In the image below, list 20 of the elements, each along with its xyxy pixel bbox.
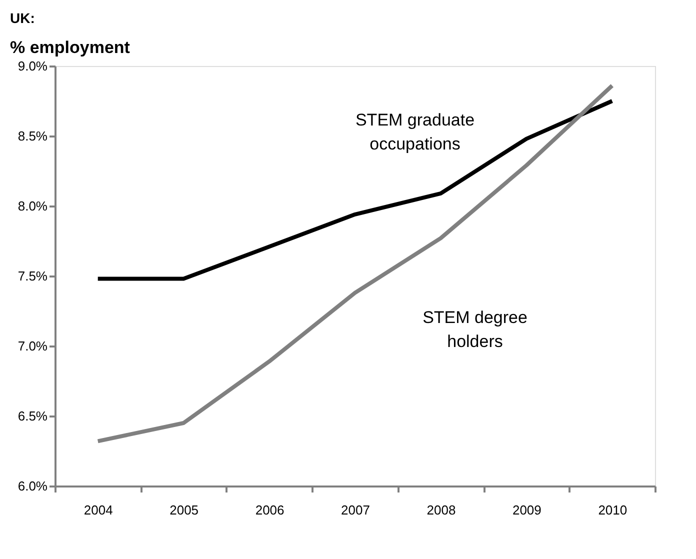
- text: STEM degree holders: [422, 308, 528, 351]
- x-tick-label: 2004: [84, 502, 113, 518]
- y-tick-label: 8.5%: [18, 128, 48, 144]
- x-tick-label: 2009: [512, 502, 542, 518]
- y-tick-label: 7.5%: [18, 268, 48, 284]
- x-tick-label: 2005: [170, 502, 199, 518]
- y-tick-label: 9.0%: [18, 58, 48, 74]
- y-axis-title: % employment: [10, 38, 130, 57]
- line-series: [96, 99, 614, 281]
- y-tick-label: 6.0%: [18, 478, 48, 494]
- x-tick-label: 2008: [426, 502, 456, 518]
- y-tick-label: 8.0%: [18, 198, 48, 214]
- series-label: STEM graduate occupations: [355, 110, 475, 154]
- line-series: [96, 84, 614, 444]
- x-tick-label: 2006: [255, 502, 284, 518]
- x-tick-label: 2010: [598, 502, 628, 518]
- y-tick-label: 6.5%: [18, 408, 48, 424]
- chart-title: UK:: [10, 10, 35, 26]
- x-tick-label: 2007: [341, 502, 370, 518]
- y-tick-label: 7.0%: [18, 338, 48, 354]
